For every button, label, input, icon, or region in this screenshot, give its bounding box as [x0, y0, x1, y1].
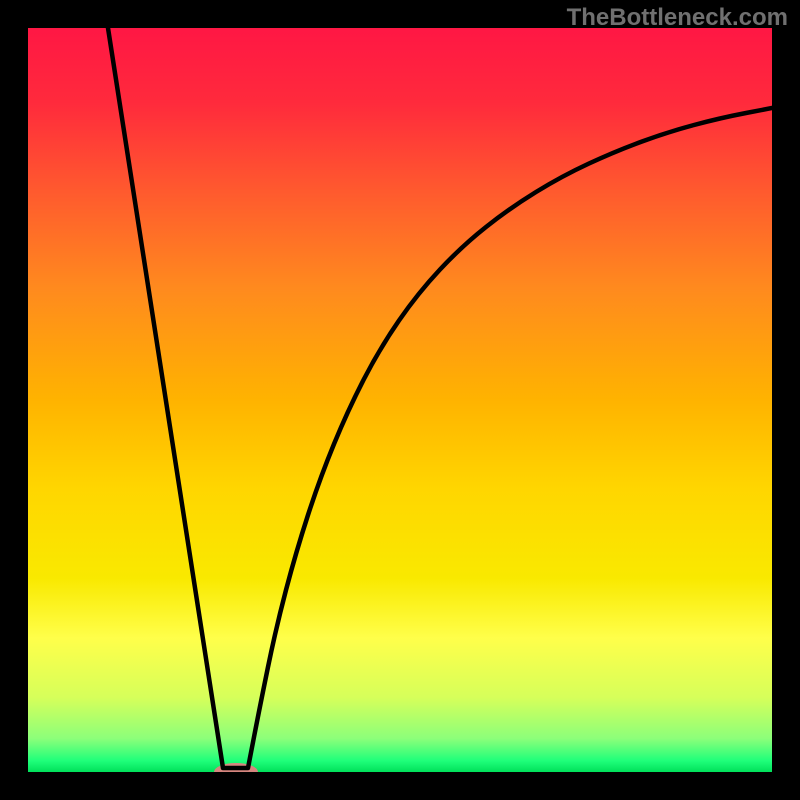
- bottleneck-chart: [0, 0, 800, 800]
- chart-background-gradient: [28, 28, 772, 772]
- chart-container: { "watermark": { "text": "TheBottleneck.…: [0, 0, 800, 800]
- watermark-text: TheBottleneck.com: [567, 4, 788, 32]
